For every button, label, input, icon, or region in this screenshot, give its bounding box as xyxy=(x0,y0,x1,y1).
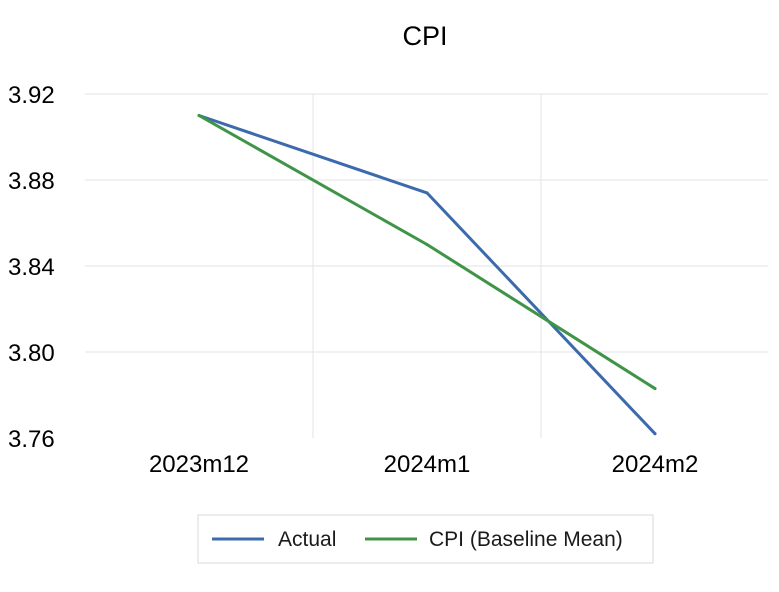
y-tick-label: 3.76 xyxy=(8,426,55,453)
x-axis-ticks: 2023m12 2024m1 2024m2 xyxy=(149,451,698,478)
x-tick-label: 2023m12 xyxy=(149,451,249,478)
gridlines xyxy=(85,93,768,438)
data-point xyxy=(425,191,429,195)
x-tick-label: 2024m2 xyxy=(612,451,699,478)
y-tick-label: 3.80 xyxy=(8,340,55,367)
y-tick-label: 3.84 xyxy=(8,254,55,281)
legend-label: Actual xyxy=(278,528,336,551)
data-point xyxy=(653,387,657,391)
chart-title: CPI xyxy=(402,21,447,51)
series-line-actual xyxy=(197,114,657,436)
legend: Actual CPI (Baseline Mean) xyxy=(197,514,654,564)
series-lines xyxy=(197,114,657,436)
data-point xyxy=(653,432,657,436)
legend-label: CPI (Baseline Mean) xyxy=(429,528,623,551)
data-point xyxy=(425,243,429,246)
legend-box xyxy=(197,514,654,564)
y-tick-label: 3.88 xyxy=(8,168,55,195)
y-tick-label: 3.92 xyxy=(8,82,55,109)
y-axis-ticks: 3.92 3.88 3.84 3.80 3.76 xyxy=(8,82,55,453)
x-tick-label: 2024m1 xyxy=(384,451,471,478)
data-point xyxy=(197,114,201,117)
series-line-baseline-mean xyxy=(197,114,657,391)
